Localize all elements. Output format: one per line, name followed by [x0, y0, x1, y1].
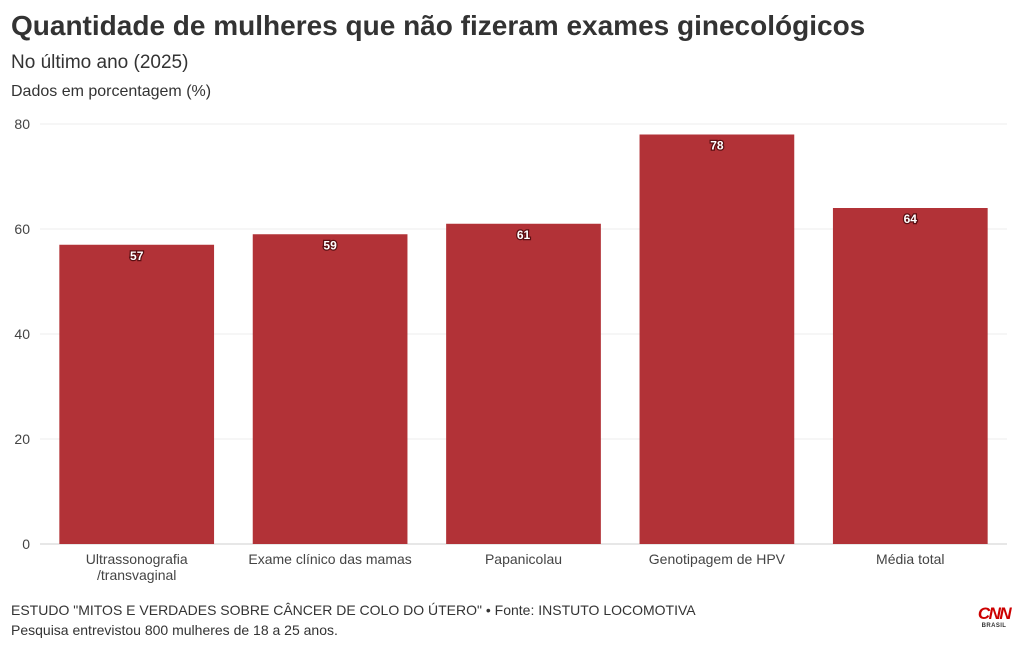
- x-tick-label: Genotipagem de HPV: [649, 551, 786, 567]
- y-tick-label: 20: [14, 431, 30, 447]
- bar-chart-svg: 0 20 40 60 80 57 Ultrassonografia/transvaginal…: [14, 116, 1007, 583]
- x-tick-label: Papanicolau: [485, 551, 562, 567]
- bar: [59, 244, 215, 544]
- bar: [639, 134, 795, 544]
- x-tick-label: Exame clínico das mamas: [248, 551, 411, 567]
- source-note: ESTUDO "MITOS E VERDADES SOBRE CÂNCER DE…: [11, 602, 696, 618]
- logo-sub: BRASIL: [982, 623, 1007, 629]
- data-label: 64: [904, 212, 918, 226]
- bar: [446, 223, 601, 544]
- data-label: 59: [323, 238, 337, 252]
- x-tick-label: Média total: [876, 551, 944, 567]
- y-tick-label: 60: [14, 221, 30, 237]
- cnn-brasil-logo-icon[interactable]: CNN BRASIL: [976, 603, 1012, 629]
- bar-chart: 0 20 40 60 80 57 Ultrassonografia/transvaginal…: [0, 100, 1020, 595]
- y-tick-label: 0: [22, 536, 30, 552]
- unit-note: Dados em porcentagem (%): [11, 83, 212, 100]
- chart-subtitle: No último ano (2025): [11, 52, 189, 73]
- data-label: 57: [130, 249, 144, 263]
- y-tick-label: 80: [14, 116, 30, 132]
- logo-mark: CNN: [978, 604, 1012, 623]
- data-label: 61: [517, 228, 531, 242]
- data-label: 78: [710, 139, 724, 153]
- bar: [252, 234, 408, 544]
- x-tick-label: Ultrassonografia/transvaginal: [86, 551, 188, 583]
- chart-footer: ESTUDO "MITOS E VERDADES SOBRE CÂNCER DE…: [11, 600, 696, 640]
- sample-note: Pesquisa entrevistou 800 mulheres de 18 …: [11, 622, 338, 638]
- y-tick-label: 40: [14, 326, 30, 342]
- chart-title: Quantidade de mulheres que não fizeram e…: [11, 10, 866, 41]
- bar: [832, 208, 988, 544]
